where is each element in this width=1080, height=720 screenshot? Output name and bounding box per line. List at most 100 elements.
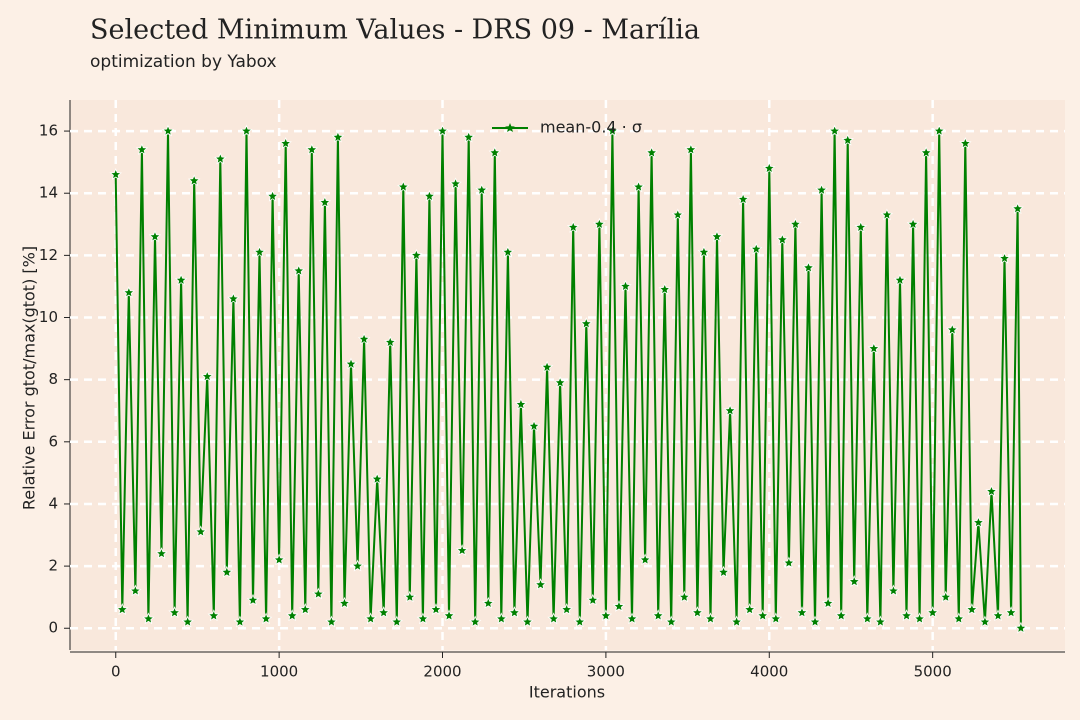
y-tick-label: 8 bbox=[48, 370, 58, 388]
point bbox=[586, 593, 600, 606]
point bbox=[501, 245, 515, 258]
point bbox=[449, 177, 462, 190]
point bbox=[220, 565, 234, 578]
point bbox=[684, 143, 698, 156]
y-tick-label: 16 bbox=[39, 122, 58, 140]
y-tick-label: 6 bbox=[48, 432, 58, 450]
point bbox=[919, 146, 933, 159]
point bbox=[338, 596, 351, 609]
point bbox=[423, 189, 436, 202]
point bbox=[959, 136, 972, 149]
point bbox=[665, 615, 678, 628]
point bbox=[848, 575, 861, 587]
point bbox=[697, 245, 711, 258]
point bbox=[116, 603, 129, 615]
point bbox=[593, 217, 606, 230]
point bbox=[488, 146, 501, 159]
point bbox=[906, 217, 920, 230]
point bbox=[880, 208, 894, 221]
point bbox=[390, 615, 403, 628]
point bbox=[658, 282, 671, 295]
point bbox=[527, 419, 541, 432]
point bbox=[469, 615, 482, 628]
point bbox=[442, 609, 456, 622]
point bbox=[181, 615, 194, 628]
point bbox=[802, 261, 815, 274]
point bbox=[429, 603, 443, 615]
x-tick-label: 2000 bbox=[423, 663, 461, 681]
point bbox=[109, 168, 123, 180]
point bbox=[351, 559, 364, 572]
point bbox=[651, 609, 665, 622]
point bbox=[730, 615, 743, 628]
point bbox=[985, 484, 998, 497]
point bbox=[142, 612, 155, 625]
point bbox=[286, 609, 299, 622]
legend-label: mean-0.4 · σ bbox=[540, 118, 642, 137]
point bbox=[946, 323, 959, 336]
point bbox=[854, 220, 867, 233]
point bbox=[259, 612, 273, 625]
point bbox=[1004, 606, 1018, 619]
point bbox=[214, 152, 227, 165]
legend-marker bbox=[505, 123, 515, 132]
point bbox=[965, 603, 979, 615]
point bbox=[769, 612, 782, 625]
point bbox=[325, 615, 338, 628]
point bbox=[357, 332, 371, 345]
point bbox=[331, 130, 345, 143]
point bbox=[416, 612, 430, 625]
point bbox=[370, 472, 384, 485]
point bbox=[200, 370, 214, 382]
point bbox=[266, 189, 279, 202]
point bbox=[619, 279, 632, 292]
point bbox=[279, 136, 292, 149]
point bbox=[841, 133, 854, 146]
point bbox=[207, 609, 220, 622]
point bbox=[573, 615, 586, 628]
point bbox=[377, 606, 390, 619]
point bbox=[122, 286, 135, 298]
point bbox=[717, 565, 730, 578]
point bbox=[187, 174, 201, 187]
point bbox=[926, 606, 939, 619]
point bbox=[383, 335, 397, 348]
point bbox=[691, 606, 704, 619]
point bbox=[272, 553, 286, 566]
y-axis-label: Relative Error gtot/max(gtot) [%] bbox=[20, 246, 39, 510]
point bbox=[253, 245, 266, 258]
point bbox=[998, 251, 1011, 264]
point bbox=[861, 612, 874, 625]
point bbox=[939, 590, 953, 603]
point bbox=[299, 603, 312, 615]
point bbox=[815, 183, 828, 196]
point bbox=[874, 615, 887, 628]
y-tick-label: 12 bbox=[39, 246, 58, 264]
point bbox=[821, 596, 835, 609]
x-tick-label: 1000 bbox=[260, 663, 298, 681]
y-tick-label: 10 bbox=[39, 308, 58, 326]
point bbox=[553, 376, 567, 389]
x-tick-label: 0 bbox=[111, 663, 121, 681]
point bbox=[508, 606, 521, 619]
point bbox=[168, 606, 181, 619]
point bbox=[933, 124, 946, 137]
point bbox=[612, 599, 626, 612]
point bbox=[318, 195, 332, 208]
point bbox=[462, 130, 475, 143]
point bbox=[789, 217, 802, 230]
point bbox=[795, 606, 809, 619]
point bbox=[625, 612, 639, 625]
point bbox=[776, 233, 789, 246]
y-tick-label: 2 bbox=[48, 557, 58, 575]
point bbox=[580, 317, 593, 330]
point bbox=[756, 609, 769, 622]
x-axis-label: Iterations bbox=[529, 683, 605, 702]
point bbox=[292, 264, 305, 277]
point bbox=[540, 360, 554, 373]
point bbox=[521, 615, 534, 628]
point bbox=[534, 578, 547, 591]
series-line bbox=[114, 131, 1022, 629]
point bbox=[1011, 202, 1024, 215]
